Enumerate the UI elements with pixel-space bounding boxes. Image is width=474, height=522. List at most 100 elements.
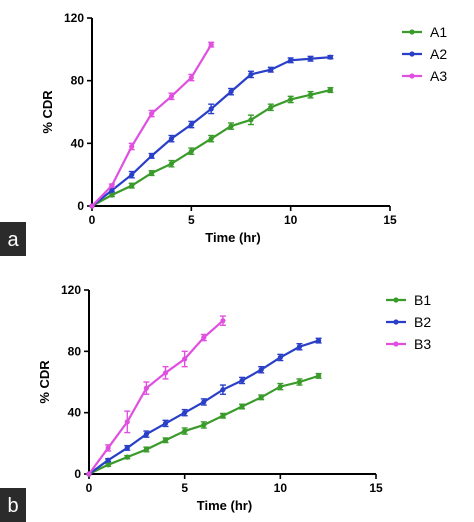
data-point — [316, 338, 322, 344]
data-point — [307, 56, 314, 62]
x-tick-label: 15 — [383, 213, 397, 227]
data-point — [168, 161, 175, 167]
data-point — [248, 71, 254, 77]
y-tick-label: 80 — [68, 344, 82, 358]
data-point — [228, 123, 234, 129]
data-point — [296, 344, 303, 350]
data-point — [105, 457, 111, 463]
data-point — [124, 419, 130, 425]
data-point — [105, 462, 111, 468]
data-point — [208, 136, 214, 142]
x-tick-label: 15 — [369, 481, 383, 495]
data-point — [86, 471, 92, 477]
data-point — [316, 373, 322, 379]
legend-swatch-marker — [393, 341, 399, 347]
data-point — [182, 356, 188, 362]
data-point — [149, 170, 155, 176]
legend-swatch-marker — [409, 29, 415, 35]
data-point — [307, 92, 314, 98]
data-point — [129, 183, 135, 189]
series-line — [91, 56, 331, 207]
data-point — [109, 183, 115, 189]
y-tick-label: 120 — [61, 283, 81, 297]
data-point — [129, 172, 135, 178]
data-point — [288, 57, 294, 63]
x-tick-label: 10 — [274, 481, 288, 495]
panel-tag-box — [0, 488, 26, 522]
y-tick-label: 80 — [71, 74, 85, 88]
data-point — [109, 187, 115, 193]
data-point — [109, 192, 115, 198]
data-point — [162, 420, 169, 426]
data-point — [208, 106, 214, 112]
data-point — [220, 387, 226, 393]
data-point — [296, 379, 303, 385]
data-point — [239, 377, 245, 384]
series-line — [88, 339, 319, 475]
y-tick-label: 0 — [77, 199, 84, 213]
data-point — [327, 87, 333, 93]
data-point — [124, 445, 130, 451]
chart-panel-b: 0 40 80 120 0 5 10 15 Time (hr) % CDR B1 B2 B3 b — [0, 283, 431, 522]
legend-swatch-marker — [393, 319, 399, 325]
data-point — [168, 93, 175, 99]
data-point — [188, 148, 194, 154]
panel-tag-label: b — [7, 495, 18, 517]
data-point — [188, 121, 194, 128]
data-point — [162, 437, 169, 443]
data-point — [182, 428, 188, 434]
data-point — [143, 446, 149, 453]
series-A2 — [89, 54, 334, 209]
data-point — [182, 410, 188, 416]
data-point — [239, 403, 245, 410]
data-point — [201, 422, 207, 428]
data-point — [288, 96, 294, 103]
series-A3 — [89, 41, 215, 209]
data-point — [143, 385, 149, 391]
y-tick-label: 40 — [68, 406, 82, 420]
y-tick-label: 40 — [71, 136, 85, 150]
data-point — [129, 143, 135, 150]
data-point — [228, 89, 234, 95]
data-point — [248, 117, 254, 123]
data-point — [149, 153, 155, 159]
data-point — [168, 136, 175, 142]
data-point — [268, 104, 274, 110]
x-axis-title: Time (hr) — [205, 230, 260, 245]
x-tick-label: 0 — [89, 213, 96, 227]
data-point — [89, 203, 95, 209]
y-axis-title: % CDR — [37, 360, 52, 404]
data-point — [277, 384, 283, 390]
data-point — [149, 110, 155, 117]
data-point — [105, 445, 111, 451]
data-point — [220, 318, 226, 324]
series-B3 — [86, 315, 226, 477]
legend-swatch-marker — [393, 297, 399, 303]
data-point — [268, 67, 274, 73]
data-point — [143, 431, 149, 437]
x-tick-label: 0 — [86, 481, 93, 495]
x-tick-label: 10 — [284, 213, 298, 227]
series-B1 — [86, 372, 322, 477]
panel-tag-box — [0, 222, 26, 256]
data-point — [220, 413, 226, 419]
data-point — [277, 354, 283, 361]
data-point — [201, 334, 207, 341]
legend-label: A1 — [430, 24, 447, 40]
data-point — [201, 399, 207, 405]
series-B2 — [86, 337, 322, 477]
data-point — [258, 367, 264, 373]
series-line — [88, 319, 224, 475]
x-axis-title: Time (hr) — [197, 498, 252, 513]
panel-tag-label: a — [7, 229, 19, 251]
legend-label: B2 — [414, 314, 431, 330]
chart-panel-a: 0 40 80 120 0 5 10 15 Time (hr) % CDR A1 A2 A3 a — [0, 11, 447, 256]
data-point — [188, 74, 194, 81]
legend-swatch-marker — [409, 73, 415, 79]
legend-label: A3 — [430, 68, 447, 84]
data-point — [124, 454, 130, 460]
y-tick-label: 0 — [74, 467, 81, 481]
y-axis-title: % CDR — [40, 90, 55, 134]
data-point — [327, 54, 333, 60]
